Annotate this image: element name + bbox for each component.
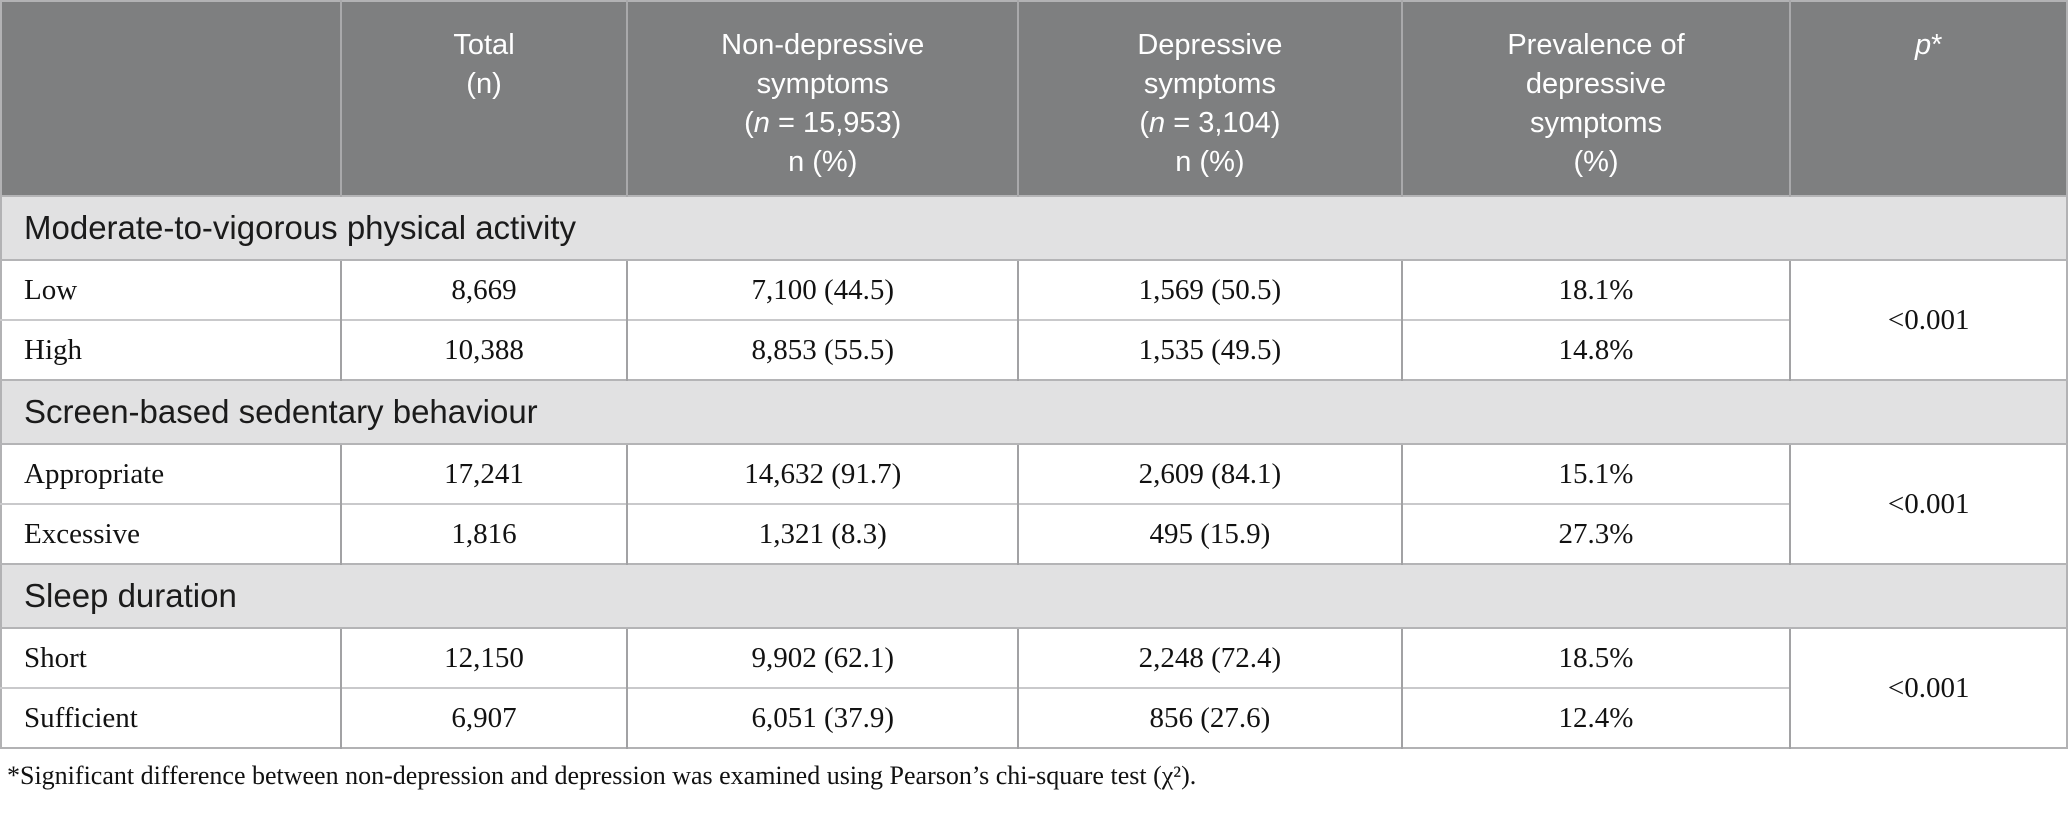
section-row-sleep-duration: Sleep duration xyxy=(1,563,2067,629)
cell-non-depressive: 14,632 (91.7) xyxy=(626,444,1019,504)
table-row: Sufficient 6,907 6,051 (37.9) 856 (27.6)… xyxy=(1,687,2067,748)
col-header-p-value: p* xyxy=(1789,1,2067,196)
table-row: High 10,388 8,853 (55.5) 1,535 (49.5) 14… xyxy=(1,319,2067,380)
cell-prevalence: 27.3% xyxy=(1400,503,1791,564)
col-header-prevalence: Prevalence of depressive symptoms (%) xyxy=(1400,1,1791,196)
cell-p-value: <0.001 xyxy=(1789,260,2067,380)
cell-prevalence: 18.5% xyxy=(1400,628,1791,688)
cell-non-depressive: 8,853 (55.5) xyxy=(626,319,1019,380)
cell-depressive: 856 (27.6) xyxy=(1017,687,1402,748)
cell-total: 8,669 xyxy=(339,260,628,320)
section-title: Screen-based sedentary behaviour xyxy=(1,379,2067,445)
cell-depressive: 1,569 (50.5) xyxy=(1017,260,1402,320)
section-row-physical-activity: Moderate-to-vigorous physical activity xyxy=(1,195,2067,261)
cell-non-depressive: 9,902 (62.1) xyxy=(626,628,1019,688)
cell-total: 17,241 xyxy=(339,444,628,504)
table-header: Total (n) Non-depressive symptoms (n = 1… xyxy=(1,1,2067,196)
cell-p-value: <0.001 xyxy=(1789,628,2067,748)
cell-label: Excessive xyxy=(1,503,341,564)
cell-prevalence: 15.1% xyxy=(1400,444,1791,504)
table-row: Appropriate 17,241 14,632 (91.7) 2,609 (… xyxy=(1,444,2067,564)
section-title: Sleep duration xyxy=(1,563,2067,629)
section-row-sedentary-behaviour: Screen-based sedentary behaviour xyxy=(1,379,2067,445)
col-header-depressive: Depressive symptoms (n = 3,104) n (%) xyxy=(1017,1,1402,196)
cell-non-depressive: 6,051 (37.9) xyxy=(626,687,1019,748)
cell-total: 12,150 xyxy=(339,628,628,688)
cell-total: 6,907 xyxy=(339,687,628,748)
cell-total: 10,388 xyxy=(339,319,628,380)
cell-prevalence: 12.4% xyxy=(1400,687,1791,748)
col-header-category xyxy=(1,1,341,196)
cell-depressive: 1,535 (49.5) xyxy=(1017,319,1402,380)
cell-label: Short xyxy=(1,628,341,688)
table-row: Short 12,150 9,902 (62.1) 2,248 (72.4) 1… xyxy=(1,628,2067,748)
table-footnote: *Significant difference between non-depr… xyxy=(7,761,1197,790)
section-title: Moderate-to-vigorous physical activity xyxy=(1,195,2067,261)
cell-p-value: <0.001 xyxy=(1789,444,2067,564)
cell-depressive: 2,248 (72.4) xyxy=(1017,628,1402,688)
cell-depressive: 2,609 (84.1) xyxy=(1017,444,1402,504)
cell-label: Appropriate xyxy=(1,444,341,504)
cell-label: Low xyxy=(1,260,341,320)
cell-non-depressive: 1,321 (8.3) xyxy=(626,503,1019,564)
statistics-table: Total (n) Non-depressive symptoms (n = 1… xyxy=(0,0,2068,749)
cell-label: High xyxy=(1,319,341,380)
table-row: Low 8,669 7,100 (44.5) 1,569 (50.5) 18.1… xyxy=(1,260,2067,380)
cell-depressive: 495 (15.9) xyxy=(1017,503,1402,564)
cell-non-depressive: 7,100 (44.5) xyxy=(626,260,1019,320)
cell-label: Sufficient xyxy=(1,687,341,748)
cell-total: 1,816 xyxy=(339,503,628,564)
table-row: Excessive 1,816 1,321 (8.3) 495 (15.9) 2… xyxy=(1,503,2067,564)
cell-prevalence: 14.8% xyxy=(1400,319,1791,380)
col-header-non-depressive: Non-depressive symptoms (n = 15,953) n (… xyxy=(626,1,1019,196)
cell-prevalence: 18.1% xyxy=(1400,260,1791,320)
col-header-total: Total (n) xyxy=(339,1,628,196)
